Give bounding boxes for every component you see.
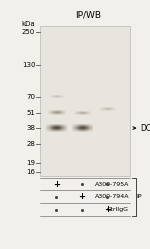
Text: 51: 51 [26, 110, 35, 116]
Text: +: + [104, 205, 111, 214]
Text: IP/WB: IP/WB [75, 11, 101, 20]
Text: 16: 16 [26, 169, 35, 175]
Text: 70: 70 [26, 94, 35, 100]
Text: A300-795A: A300-795A [95, 182, 129, 187]
Text: +: + [53, 180, 60, 188]
Text: kDa: kDa [21, 21, 34, 27]
Text: IP: IP [137, 194, 142, 199]
Text: 130: 130 [22, 62, 35, 68]
FancyBboxPatch shape [40, 26, 130, 176]
Text: A300-794A: A300-794A [94, 194, 129, 199]
Text: CtrlIgG: CtrlIgG [107, 207, 129, 212]
Text: 250: 250 [22, 29, 35, 35]
Text: 28: 28 [26, 141, 35, 147]
Text: +: + [78, 192, 85, 201]
Text: 19: 19 [26, 160, 35, 167]
Text: 38: 38 [26, 125, 35, 131]
Text: DC8: DC8 [141, 124, 150, 132]
